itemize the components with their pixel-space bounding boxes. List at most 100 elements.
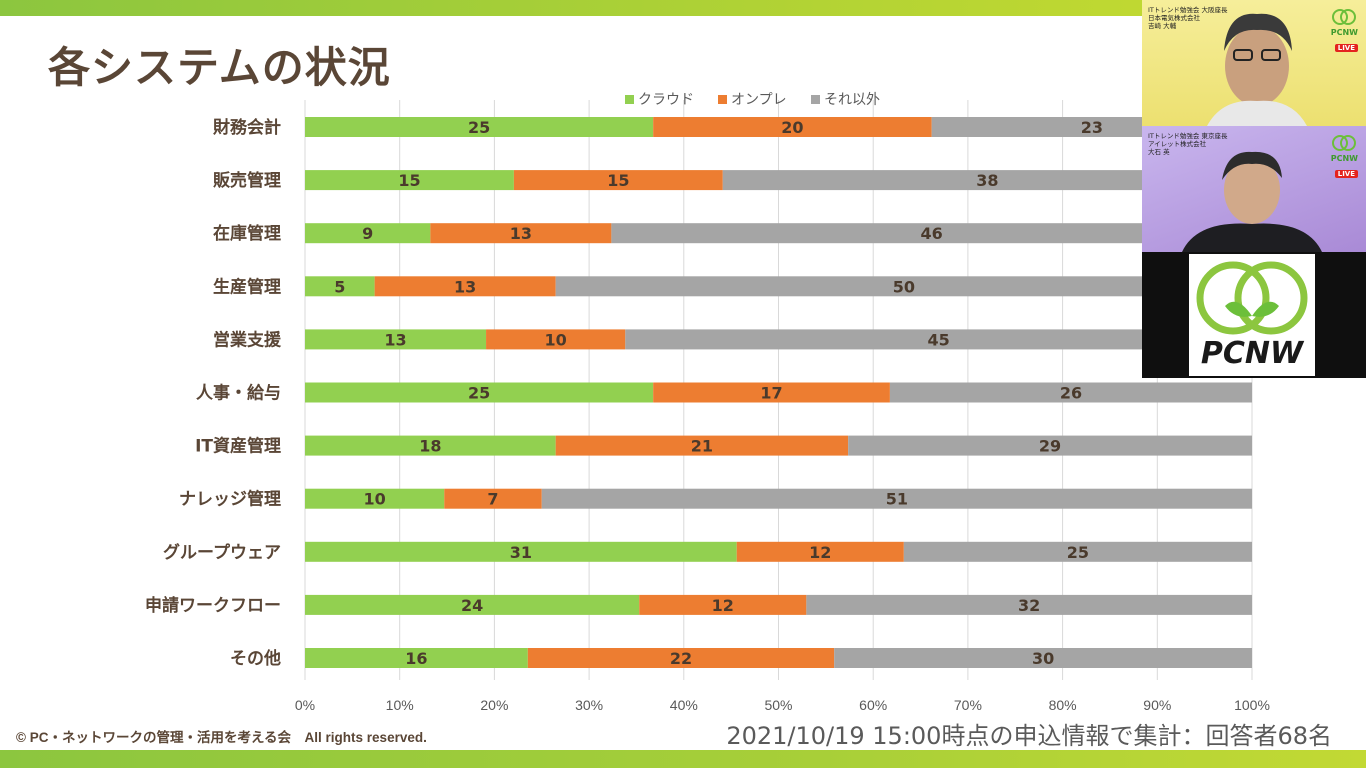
speaker-2-caption-2: アイレット株式会社	[1148, 140, 1207, 148]
bar-segment	[305, 488, 445, 509]
data-label: 46	[921, 224, 943, 243]
bar-segment	[305, 117, 654, 137]
bar-segment	[555, 435, 849, 456]
category-label: 申請ワークフロー	[145, 595, 281, 616]
bar-segment	[486, 329, 626, 350]
data-label: 23	[1081, 118, 1103, 137]
x-tick-label: 40%	[670, 697, 698, 713]
data-label: 17	[760, 384, 782, 403]
data-label: 50	[893, 277, 915, 296]
bottom-accent-band	[0, 750, 1366, 768]
bar-segment	[305, 276, 375, 297]
data-label: 13	[510, 224, 532, 243]
category-label: 生産管理	[213, 276, 281, 297]
legend-label: クラウド	[638, 92, 694, 108]
bar-segment	[653, 382, 890, 403]
data-label: 25	[468, 118, 490, 137]
bar-segment	[889, 382, 1252, 403]
bar-segment	[305, 170, 514, 191]
bar-segment	[806, 594, 1252, 615]
data-label: 38	[976, 171, 998, 190]
data-label: 15	[607, 171, 629, 190]
category-label: その他	[230, 648, 281, 669]
data-label: 5	[334, 277, 345, 296]
speaker-video-2[interactable]: ITトレンド勉強会 東京座長 アイレット株式会社 大石 英 PCNW LIVE	[1142, 126, 1366, 252]
bar-segment	[305, 223, 431, 244]
pcnw-logo-panel: PCNW	[1142, 252, 1366, 378]
speaker-1-caption-3: 吉崎 大輔	[1148, 22, 1177, 30]
data-label: 9	[362, 224, 373, 243]
data-label: 18	[419, 437, 441, 456]
bar-segment	[834, 648, 1252, 668]
survey-footnote: 2021/10/19 15:00時点の申込情報で集計：回答者68名	[726, 722, 1332, 750]
pcnw-logo-mark	[1196, 261, 1308, 335]
legend-swatch	[718, 95, 727, 104]
x-tick-label: 30%	[575, 697, 603, 713]
page-title: 各システムの状況	[48, 43, 391, 92]
copyright-text: © PC・ネットワークの管理・活用を考える会 All rights reserv…	[16, 730, 427, 745]
top-accent-band	[0, 0, 1366, 16]
bar-segment	[527, 648, 835, 668]
data-label: 30	[1032, 649, 1054, 668]
bar-segment	[722, 170, 1252, 191]
bar-segment	[305, 648, 528, 668]
pcnw-mini-logo-2: PCNW	[1331, 134, 1358, 163]
bar-segment	[305, 435, 556, 456]
bar-segment	[305, 329, 487, 350]
bar-segment	[430, 223, 612, 244]
speaker-2-silhouette	[1182, 151, 1322, 252]
category-label: 販売管理	[213, 170, 281, 191]
data-label: 10	[545, 330, 567, 349]
category-label: 在庫管理	[213, 223, 281, 244]
data-label: 21	[691, 437, 713, 456]
data-label: 7	[487, 490, 498, 509]
live-badge-2: LIVE	[1334, 170, 1358, 178]
category-label: IT資産管理	[195, 436, 281, 457]
bar-segment	[611, 223, 1252, 244]
legend-label: それ以外	[824, 92, 880, 108]
data-label: 31	[510, 543, 532, 562]
x-tick-label: 90%	[1143, 697, 1171, 713]
data-label: 13	[454, 277, 476, 296]
data-label: 10	[363, 490, 385, 509]
data-label: 15	[398, 171, 420, 190]
x-tick-label: 100%	[1234, 697, 1270, 713]
data-label: 12	[712, 596, 734, 615]
x-tick-label: 20%	[480, 697, 508, 713]
pcnw-mini-logo-1: PCNW	[1331, 8, 1358, 37]
legend-swatch	[811, 95, 820, 104]
bar-segment	[555, 276, 1252, 297]
bar-segment	[305, 594, 640, 615]
data-label: 32	[1018, 596, 1040, 615]
bar-segment	[541, 488, 1252, 509]
data-label: 25	[1067, 543, 1089, 562]
category-label: 財務会計	[212, 117, 281, 138]
data-label: 20	[781, 118, 803, 137]
pcnw-logo-text: PCNW	[1200, 336, 1304, 371]
data-label: 29	[1039, 437, 1061, 456]
category-label: ナレッジ管理	[179, 489, 281, 510]
bar-segment	[374, 276, 556, 297]
x-tick-label: 70%	[954, 697, 982, 713]
data-label: 51	[886, 490, 908, 509]
pcnw-logo: PCNW	[1189, 254, 1315, 376]
x-tick-label: 0%	[295, 697, 315, 713]
data-label: 13	[384, 330, 406, 349]
legend-swatch	[625, 95, 634, 104]
bar-segment	[625, 329, 1252, 350]
category-label: 人事・給与	[196, 383, 281, 404]
data-label: 22	[670, 649, 692, 668]
data-label: 26	[1060, 384, 1082, 403]
x-tick-label: 60%	[859, 697, 887, 713]
bar-segment	[736, 541, 904, 562]
data-label: 24	[461, 596, 483, 615]
category-label: グループウェア	[163, 542, 281, 563]
data-label: 25	[468, 384, 490, 403]
data-label: 16	[405, 649, 427, 668]
category-label: 営業支援	[213, 329, 282, 350]
speaker-2-caption-3: 大石 英	[1148, 148, 1170, 156]
bar-segment	[848, 435, 1252, 456]
speaker-video-1[interactable]: ITトレンド勉強会 大阪座長 日本電気株式会社 吉崎 大輔 PCNW LIVE	[1142, 0, 1366, 126]
x-tick-label: 50%	[764, 697, 792, 713]
